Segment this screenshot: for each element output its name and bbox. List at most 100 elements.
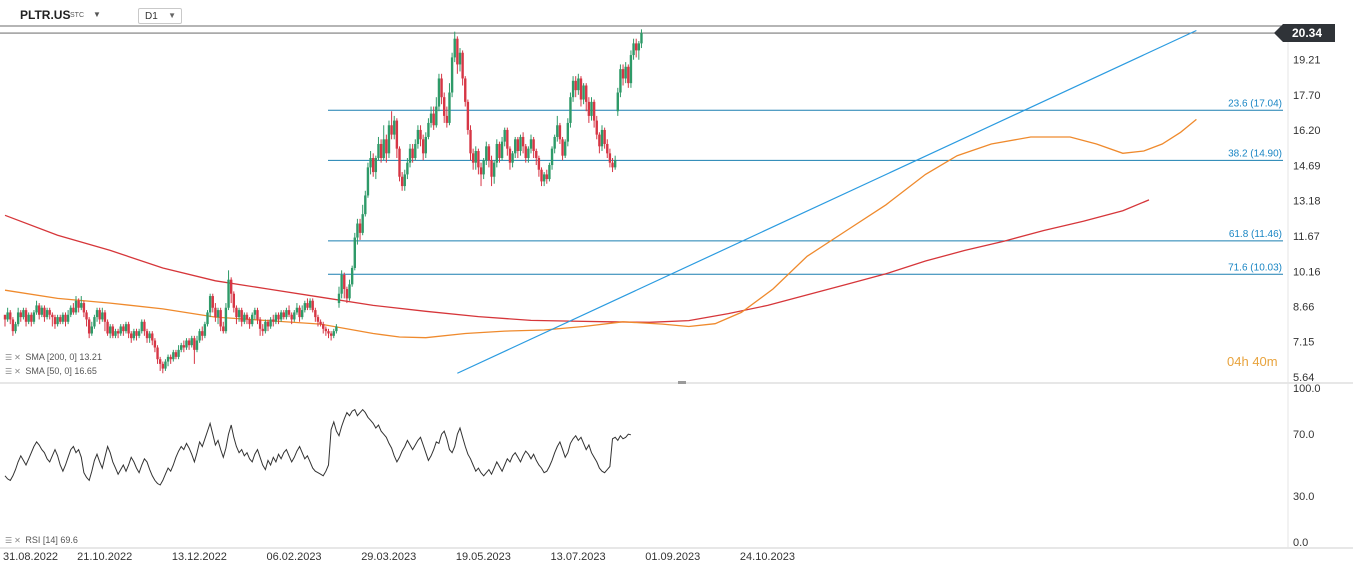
- candle-body: [269, 319, 272, 327]
- candle-body: [519, 136, 522, 151]
- candle-body: [208, 296, 212, 313]
- settings-icon[interactable]: ☰: [5, 536, 13, 545]
- candle-body: [319, 321, 322, 325]
- candle-body: [374, 158, 378, 173]
- candle-body: [521, 136, 525, 147]
- candle-body: [445, 115, 449, 123]
- candle-body: [387, 125, 391, 154]
- candle-body: [282, 312, 285, 318]
- candle-body: [390, 125, 393, 135]
- candle-body: [627, 66, 630, 84]
- candle-body: [327, 331, 330, 334]
- candle-body: [461, 52, 464, 79]
- candle-body: [122, 326, 125, 332]
- candle-body: [264, 321, 267, 332]
- candle-body: [95, 310, 99, 318]
- candle-body: [240, 310, 243, 322]
- candle-body: [224, 307, 228, 332]
- chevron-down-icon[interactable]: ▼: [93, 10, 101, 19]
- exchange-label: STC: [70, 12, 84, 19]
- candle-body: [582, 85, 585, 100]
- timeframe-value: D1: [145, 11, 158, 22]
- candle-body: [61, 314, 65, 322]
- candle-body: [358, 223, 362, 233]
- symbol-label[interactable]: PLTR.US: [20, 8, 71, 22]
- price-tick-label: 8.66: [1293, 301, 1314, 313]
- candle-body: [456, 38, 459, 65]
- settings-icon[interactable]: ☰: [5, 367, 13, 376]
- candle-body: [379, 143, 383, 159]
- candle-body: [222, 326, 225, 332]
- candle-body: [300, 310, 304, 318]
- legend-sma50[interactable]: ☰ ✕ SMA [50, 0] 16.65: [5, 366, 97, 376]
- candle-body: [345, 289, 349, 299]
- candle-body: [219, 310, 222, 327]
- candle-body: [548, 165, 551, 180]
- legend-rsi-label: RSI [14] 69.6: [25, 535, 78, 545]
- settings-icon[interactable]: ☰: [5, 353, 13, 362]
- candle-body: [466, 101, 470, 130]
- candle-body: [516, 139, 520, 151]
- price-tick-label: 7.15: [1293, 337, 1314, 349]
- date-tick-label: 24.10.2023: [740, 551, 795, 563]
- rsi-tick-label: 30.0: [1293, 491, 1314, 503]
- candle-body: [66, 314, 70, 322]
- candle-body: [490, 160, 493, 177]
- candle-body: [161, 363, 164, 369]
- candle-body: [635, 43, 638, 51]
- fibonacci-label: 38.2 (14.90): [1228, 148, 1282, 159]
- candle-body: [77, 300, 80, 308]
- candle-body: [545, 174, 548, 180]
- candle-body: [132, 331, 136, 339]
- candle-body: [416, 129, 420, 144]
- price-tick-label: 16.20: [1293, 125, 1321, 137]
- candle-body: [158, 359, 162, 364]
- sma200-line: [4, 199, 1150, 323]
- candle-body: [316, 317, 320, 322]
- candle-body: [103, 312, 107, 322]
- candle-body: [421, 139, 425, 154]
- candle-body: [348, 284, 351, 299]
- last-price-value: 20.34: [1292, 26, 1323, 41]
- candle-body: [279, 312, 283, 320]
- candle-body: [595, 120, 598, 135]
- candle-body: [640, 33, 643, 44]
- candle-body: [561, 139, 564, 156]
- candle-body: [82, 303, 86, 313]
- candle-body: [69, 307, 72, 315]
- candle-body: [427, 122, 430, 137]
- candle-body: [30, 314, 33, 322]
- candle-body: [524, 146, 527, 159]
- candle-body: [130, 333, 133, 339]
- toolbar: PLTR.US STC ▼ D1 ▼: [0, 0, 1290, 26]
- legend-rsi[interactable]: ☰ ✕ RSI [14] 69.6: [5, 535, 78, 545]
- candle-body: [608, 153, 612, 163]
- candle-body: [332, 331, 335, 336]
- candle-body: [37, 305, 41, 315]
- candle-body: [143, 321, 146, 332]
- timeframe-select[interactable]: D1 ▼: [138, 8, 182, 24]
- close-icon[interactable]: ✕: [14, 536, 21, 545]
- candle-body: [340, 274, 343, 294]
- legend-sma200[interactable]: ☰ ✕ SMA [200, 0] 13.21: [5, 352, 102, 362]
- candle-body: [511, 153, 514, 163]
- candle-body: [261, 328, 264, 332]
- candle-body: [272, 319, 275, 322]
- candle-body: [458, 52, 462, 65]
- candle-body: [211, 296, 214, 308]
- candle-body: [477, 150, 480, 168]
- candle-body: [487, 146, 491, 161]
- candle-body: [537, 158, 541, 170]
- candle-body: [153, 340, 157, 348]
- candle-body: [193, 338, 196, 350]
- candle-body: [32, 312, 36, 322]
- close-icon[interactable]: ✕: [14, 367, 21, 376]
- last-price-tag: 20.34: [1274, 24, 1335, 43]
- candle-body: [14, 324, 17, 332]
- close-icon[interactable]: ✕: [14, 353, 21, 362]
- candle-body: [172, 352, 175, 360]
- candle-body: [366, 167, 370, 196]
- candle-body: [182, 345, 186, 348]
- candle-body: [485, 146, 488, 161]
